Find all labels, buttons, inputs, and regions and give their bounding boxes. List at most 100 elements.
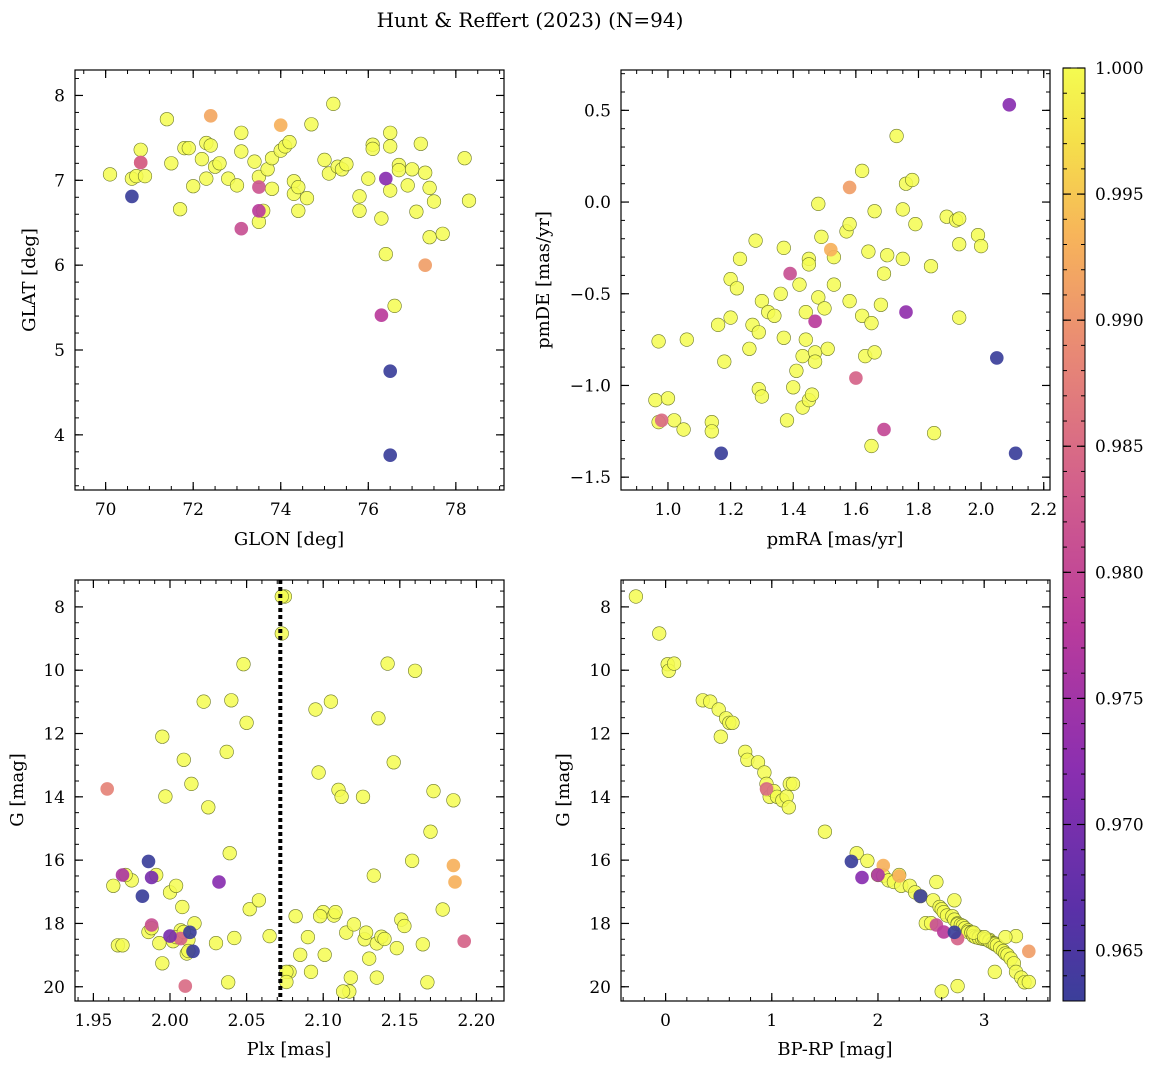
scatter-point [704,424,719,439]
scatter-point [208,935,224,951]
y-tick-label: 8 [54,598,65,618]
scatter-point [877,422,891,437]
scatter-point [229,178,245,193]
scatter-point [164,156,179,171]
scatter-point [155,956,170,971]
scatter-point [386,755,401,770]
scatter-point [854,308,870,323]
scatter-point [152,935,167,951]
scatter-point [418,165,433,180]
x-tick-label: 1.4 [780,500,807,520]
scatter-point [895,202,910,217]
x-tick-label: 74 [270,500,292,520]
scatter-point [950,978,965,994]
scatter-point [973,239,989,254]
scatter-point [889,128,904,144]
x-tick-label: 2 [873,1011,884,1031]
x-tick-label: 72 [182,500,204,520]
scatter-point [102,167,118,182]
x-tick-label: 2.2 [1030,500,1057,520]
y-tick-label: 12 [589,725,611,745]
scatter-point [400,178,415,193]
scatter-point [247,154,262,169]
scatter-points [648,98,1023,461]
x-tick-label: 3 [979,1011,990,1031]
x-tick-label: 2.15 [381,1011,419,1031]
scatter-point [977,929,992,945]
scatter-point [196,694,211,709]
scatter-points [100,589,472,999]
scatter-point [221,975,236,990]
scatter-point [387,298,402,314]
scatter-point [824,242,838,257]
scatter-point [446,793,461,808]
scatter-point [998,929,1013,945]
x-tick-label: 1.2 [717,500,744,520]
scatter-point [798,332,813,347]
scatter-point [795,349,810,364]
colorbar: 0.965 0.970 0.975 0.980 0.985 0.990 0.995 1.000 [1062,59,1144,1002]
scatter-point [252,180,266,194]
scatter-point [864,438,879,454]
scatter-point [729,281,745,296]
x-tick-label: 1.95 [74,1011,112,1031]
scatter-point [365,141,380,156]
y-tick-label: 14 [43,788,65,808]
scatter-point [826,277,842,292]
scatter-point [814,229,829,244]
scatter-point [391,163,407,178]
y-tick-label: 5 [54,341,65,361]
scatter-point [369,970,384,985]
scatter-point [224,693,239,708]
scatter-point [1002,98,1017,112]
colorbar-tick-label: 0.980 [1095,563,1144,583]
scatter-point [304,117,319,132]
scatter-point [383,125,398,140]
scatter-point [359,925,374,940]
scatter-point [714,446,728,461]
scatter-point [291,203,306,218]
scatter-point [987,964,1002,980]
scatter-point [792,277,807,292]
scatter-point [317,947,332,962]
scatter-point [776,330,791,345]
y-axis-label: pmDE [mas/yr] [533,211,554,349]
scatter-point [842,217,857,232]
scatter-point [820,341,835,356]
scatter-point [313,909,328,924]
scatter-point [144,918,159,932]
scatter-point [842,294,857,309]
colorbar-tick-label: 0.970 [1095,815,1144,835]
y-axis-label: GLAT [deg] [19,228,40,332]
scatter-point [408,663,423,678]
y-tick-label: 0.0 [584,193,611,213]
scatter-point [389,940,404,956]
scatter-point [219,744,234,760]
scatter-point [679,332,694,347]
scatter-point [660,391,676,406]
scatter-point [379,171,393,186]
scatter-point [186,179,201,194]
scatter-point [186,944,200,959]
scatter-point [913,889,928,903]
scatter-point [892,869,906,883]
scatter-point [159,112,174,127]
scatter-point [163,929,177,943]
scatter-point [710,317,726,333]
scatter-point [293,947,308,962]
scatter-point [311,765,326,780]
y-tick-label: 4 [54,426,65,446]
scatter-point [133,142,148,157]
scatter-point [181,141,196,156]
scatter-point [1022,944,1036,959]
scatter-point [282,135,297,150]
x-tick-label: 2.20 [457,1011,495,1031]
x-tick-label: 76 [357,500,379,520]
scatter-point [461,193,477,208]
scatter-point [212,156,227,171]
axes-frame [74,579,505,1002]
colorbar-tick-label: 0.995 [1095,185,1144,205]
colorbar-gradient [1062,67,1086,1002]
scatter-point [652,626,667,641]
y-tick-label: −1.0 [570,376,611,396]
